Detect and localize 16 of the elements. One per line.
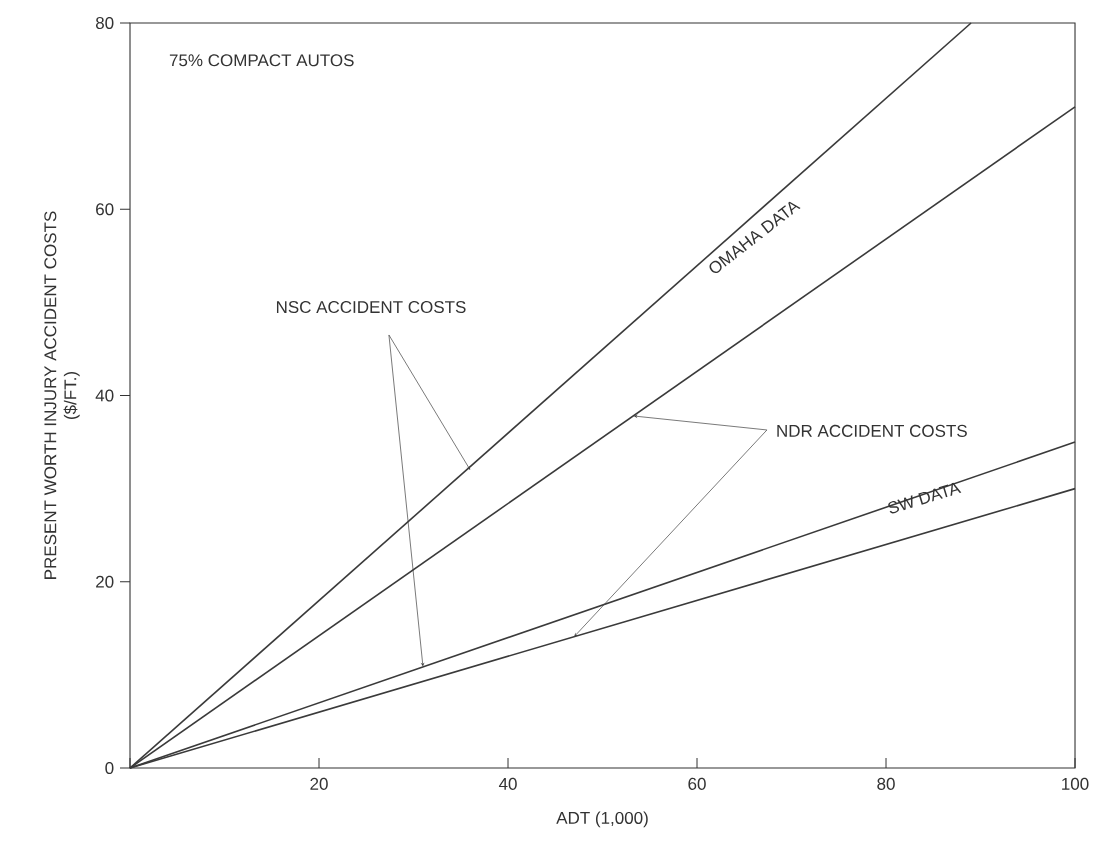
annotation: NDR ACCIDENT COSTS <box>777 424 967 437</box>
y-tick-label: 80 <box>95 16 114 30</box>
x-tick-label: 40 <box>498 777 517 790</box>
x-tick-label: 20 <box>310 777 328 790</box>
x-tick-label: 60 <box>688 777 706 790</box>
x-axis-title: ADT (1,000) <box>556 811 648 828</box>
annotation: SW DATA <box>888 482 962 514</box>
y-axis-title: PRESENT WORTH INJURY ACCIDENT COSTS ($/FT.) <box>44 211 80 579</box>
x-tick-label: 80 <box>877 777 895 790</box>
annotation: 75% COMPACT AUTOS <box>169 54 354 67</box>
annotation: NSC ACCIDENT COSTS <box>276 301 466 314</box>
x-tick-label: 100 <box>1062 777 1089 790</box>
y-tick-label: 40 <box>95 389 114 402</box>
y-tick-label: 0 <box>105 761 114 775</box>
y-tick-label: 20 <box>96 575 114 588</box>
y-tick-label: 60 <box>96 203 114 216</box>
